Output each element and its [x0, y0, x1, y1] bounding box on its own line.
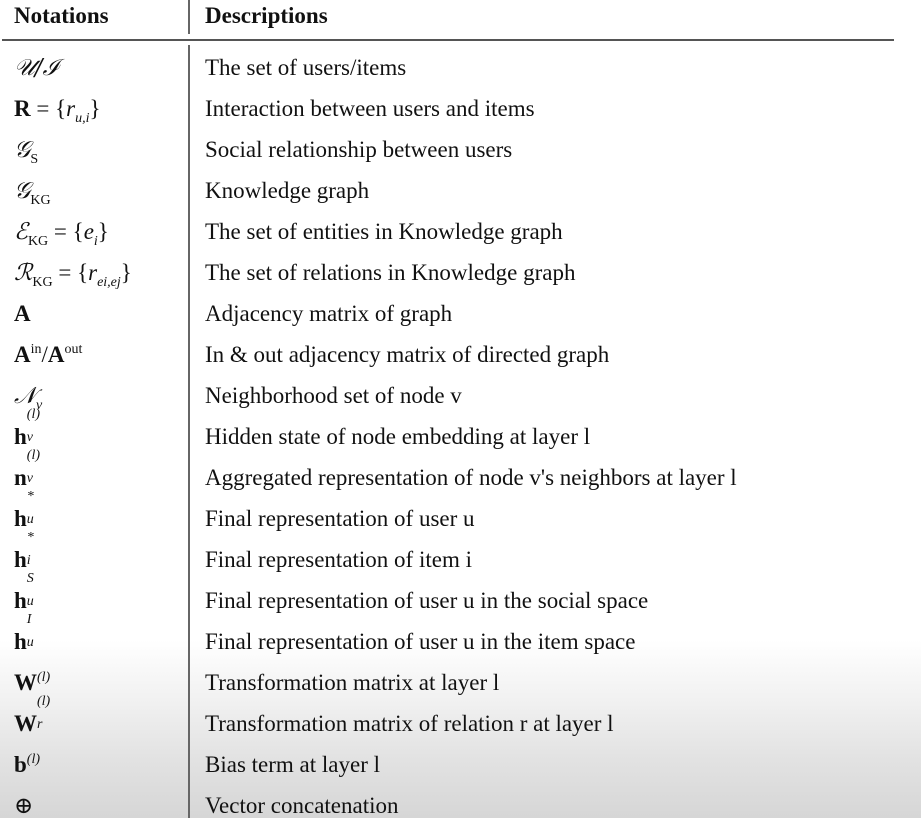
description-cell: Final representation of item i [205, 547, 472, 572]
notation-cell: W(l) [14, 670, 51, 695]
table-row: ℛKG = {rei,ej} The set of relations in K… [0, 253, 921, 294]
description-cell: Final representation of user u in the it… [205, 629, 636, 654]
table-row: A Adjacency matrix of graph [0, 294, 921, 335]
notation-cell: ⊕ [14, 793, 34, 818]
table-row: ⊕ Vector concatenation [0, 786, 921, 827]
table-row: R = {ru,i} Interaction between users and… [0, 89, 921, 130]
notation-cell: ℰKG = {ei} [14, 219, 109, 249]
description-cell: The set of relations in Knowledge graph [205, 260, 576, 285]
notation-cell: A [14, 301, 31, 326]
table-row: 𝒰/ℐ The set of users/items [0, 48, 921, 89]
description-cell: Adjacency matrix of graph [205, 301, 453, 326]
description-cell: In & out adjacency matrix of directed gr… [205, 342, 610, 367]
table-body: 𝒰/ℐ The set of users/items R = {ru,i} In… [0, 48, 921, 827]
description-cell: Neighborhood set of node v [205, 383, 462, 408]
description-cell: Final representation of user u in the so… [205, 588, 649, 613]
table-row: h (l) v Hidden state of node embedding at … [0, 407, 921, 458]
table-row: 𝒩v Neighborhood set of node v [0, 376, 921, 417]
notation-cell: 𝒢KG [14, 178, 51, 208]
header-rule [2, 39, 894, 41]
description-cell: The set of entities in Knowledge graph [205, 219, 563, 244]
notation-cell: h * u [14, 489, 34, 532]
notation-cell: Ain/Aout [14, 342, 83, 367]
description-cell: Interaction between users and items [205, 96, 535, 121]
notation-cell: 𝒢S [14, 137, 39, 167]
notation-cell: R = {ru,i} [14, 96, 101, 126]
table-header: Notations Descriptions [0, 0, 921, 36]
description-cell: Vector concatenation [205, 793, 399, 818]
notation-cell: 𝒩v [14, 383, 43, 413]
table-row: h * i Final representation of item i [0, 530, 921, 581]
notation-cell: h * i [14, 530, 34, 573]
header-notations: Notations [14, 3, 109, 28]
description-cell: Transformation matrix at layer l [205, 670, 500, 695]
description-cell: Transformation matrix of relation r at l… [205, 711, 614, 736]
notation-cell: ℛKG = {rei,ej} [14, 260, 132, 290]
description-cell: Social relationship between users [205, 137, 513, 162]
table-row: W (l) r Transformation matrix of relation … [0, 694, 921, 745]
description-cell: Final representation of user u [205, 506, 475, 531]
notation-cell: b(l) [14, 752, 41, 777]
table-row: 𝒢S Social relationship between users [0, 130, 921, 171]
table-row: n (l) v Aggregated representation of node … [0, 448, 921, 499]
notation-cell: n (l) v [14, 448, 41, 491]
description-cell: Knowledge graph [205, 178, 370, 203]
table-row: b(l) Bias term at layer l [0, 745, 921, 786]
description-cell: Bias term at layer l [205, 752, 380, 777]
description-cell: Hidden state of node embedding at layer … [205, 424, 591, 449]
description-cell: Aggregated representation of node v's ne… [205, 465, 737, 490]
notation-cell: W (l) r [14, 694, 51, 737]
column-divider-header [188, 0, 190, 34]
description-cell: The set of users/items [205, 55, 407, 80]
table-row: 𝒢KG Knowledge graph [0, 171, 921, 212]
notation-cell: 𝒰/ℐ [14, 55, 59, 81]
column-divider-body [188, 45, 190, 818]
table-row: W(l) Transformation matrix at layer l [0, 663, 921, 704]
table-row: ℰKG = {ei} The set of entities in Knowle… [0, 212, 921, 253]
table-row: Ain/Aout In & out adjacency matrix of di… [0, 335, 921, 376]
notation-cell: h (l) v [14, 407, 41, 450]
table-row: h * u Final representation of user u [0, 489, 921, 540]
header-descriptions: Descriptions [205, 3, 328, 28]
